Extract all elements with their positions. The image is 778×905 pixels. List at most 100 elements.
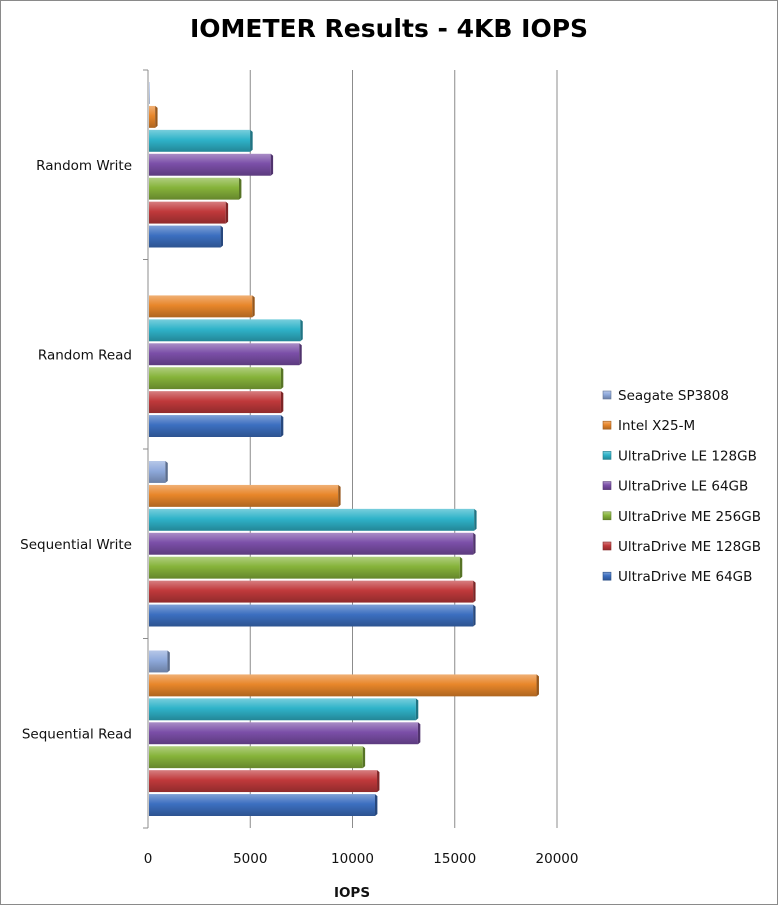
bar-face <box>149 295 253 318</box>
bar-face <box>149 580 474 603</box>
x-tick-label: 15000 <box>433 851 476 867</box>
bar <box>149 295 255 318</box>
legend-label: UltraDrive ME 64GB <box>618 569 752 585</box>
legend-item: Intel X25-M <box>602 418 695 434</box>
legend-swatch <box>602 481 612 490</box>
bar-face <box>149 415 281 437</box>
bar <box>149 604 476 627</box>
bar-face <box>149 391 281 414</box>
x-tick-label: 10000 <box>331 851 374 867</box>
bar-end <box>220 225 223 248</box>
bar-end <box>280 391 284 414</box>
bar-end <box>300 319 303 342</box>
bar <box>149 650 170 673</box>
bar-face <box>149 105 156 128</box>
legend-swatch <box>602 541 612 551</box>
bar-end <box>536 674 539 697</box>
legend-label: UltraDrive LE 64GB <box>618 479 748 495</box>
legend-item: UltraDrive ME 256GB <box>602 509 761 525</box>
bar-end <box>362 746 366 769</box>
legend-item: UltraDrive ME 64GB <box>602 569 752 585</box>
bar <box>149 770 380 793</box>
bar-end <box>270 153 274 176</box>
legend-swatch <box>602 420 612 430</box>
legend-item: UltraDrive LE 128GB <box>602 448 757 464</box>
bar-face <box>149 722 418 745</box>
bar <box>149 391 284 414</box>
x-tick-label: 5000 <box>233 851 267 867</box>
category-label: Sequential Read <box>22 726 132 742</box>
bar-end <box>225 201 229 224</box>
bar-end <box>165 461 168 483</box>
bar-end <box>167 650 170 673</box>
bar <box>149 746 366 769</box>
x-tick-label: 20000 <box>536 851 579 867</box>
bar-face <box>149 367 281 390</box>
bar <box>149 794 378 816</box>
axes <box>143 69 149 829</box>
legend-label: UltraDrive ME 256GB <box>618 509 761 525</box>
category-label: Random Read <box>38 347 132 363</box>
bar-end <box>473 532 476 555</box>
bar-face <box>149 674 537 697</box>
bar <box>149 82 150 104</box>
bar-face <box>149 177 240 200</box>
legend: Seagate SP3808 Intel X25-M UltraDrive LE 1… <box>602 388 761 585</box>
legend-label: Seagate SP3808 <box>618 388 729 404</box>
bar-end <box>252 295 255 318</box>
bar-end <box>473 580 476 603</box>
bar-end <box>155 105 158 128</box>
legend-swatch <box>602 451 612 460</box>
bar <box>149 532 476 555</box>
legend-swatch <box>602 571 612 581</box>
bar <box>149 722 421 745</box>
bar-face <box>149 225 221 248</box>
bars <box>149 82 539 816</box>
bar <box>149 415 284 437</box>
bar-face <box>149 650 168 673</box>
bar <box>149 105 158 128</box>
legend-item: UltraDrive LE 64GB <box>602 479 748 495</box>
bar <box>149 129 253 152</box>
bar-end <box>473 604 476 627</box>
bar-face <box>149 461 166 483</box>
bar-end <box>474 508 477 531</box>
bar <box>149 343 302 366</box>
bar-end <box>415 698 419 721</box>
bar-face <box>149 343 300 366</box>
bar-end <box>338 484 341 507</box>
x-axis-title: IOPS <box>334 885 370 901</box>
bar <box>149 508 477 531</box>
bar-end <box>417 722 421 745</box>
bar-face <box>149 153 271 176</box>
bar-face <box>149 794 375 816</box>
bar-face <box>149 698 416 721</box>
bar <box>149 367 284 390</box>
bar-face <box>149 532 474 555</box>
bar-end <box>374 794 378 816</box>
bar <box>149 556 463 579</box>
bar-end <box>250 129 253 152</box>
bar-face <box>149 556 460 579</box>
labels: 0 5000 10000 15000 20000 IOPS Random Write Rand… <box>20 158 578 901</box>
bar-end <box>459 556 463 579</box>
bar <box>149 461 168 483</box>
bar-end <box>239 177 242 200</box>
legend-swatch <box>602 390 612 400</box>
legend-item: Seagate SP3808 <box>602 388 729 404</box>
category-label: Sequential Write <box>20 537 132 553</box>
bar-end <box>280 367 284 390</box>
bar <box>149 225 223 248</box>
bar-face <box>149 201 226 224</box>
bar-face <box>149 604 474 627</box>
bar-face <box>149 129 251 152</box>
bar <box>149 698 419 721</box>
bar <box>149 153 274 176</box>
bar <box>149 580 476 603</box>
bar <box>149 319 303 342</box>
bar-end <box>280 415 284 437</box>
legend-label: UltraDrive ME 128GB <box>618 539 761 555</box>
bar <box>149 484 341 507</box>
